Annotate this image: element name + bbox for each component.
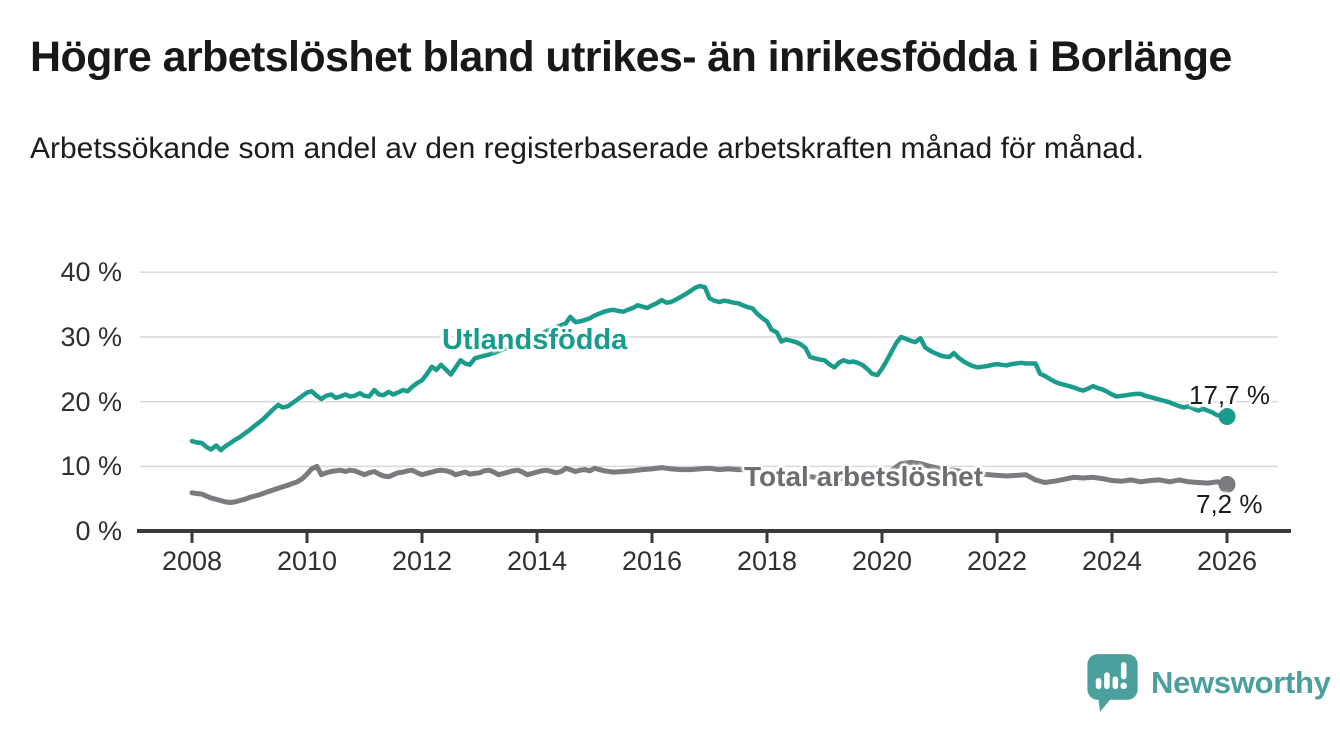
x-axis-label: 2014 bbox=[506, 546, 568, 576]
x-axis-label: 2010 bbox=[276, 546, 338, 576]
x-axis-label: 2018 bbox=[736, 546, 798, 576]
page-subtitle: Arbetssökande som andel av den registerb… bbox=[30, 132, 1144, 165]
end-value-utlandsfodda: 17,7 % bbox=[1189, 380, 1270, 410]
series-lines bbox=[189, 283, 1236, 505]
x-axis-label: 2026 bbox=[1196, 546, 1258, 576]
x-axis bbox=[137, 529, 1291, 543]
y-axis-label: 20 % bbox=[60, 386, 122, 417]
page-title: Högre arbetslöshet bland utrikes- än inr… bbox=[30, 33, 1232, 81]
series-line-total bbox=[189, 459, 1230, 505]
x-axis-label: 2022 bbox=[966, 546, 1028, 576]
newsworthy-logo-icon bbox=[1087, 654, 1138, 712]
y-axis-label: 40 % bbox=[60, 257, 122, 288]
y-axis-label: 10 % bbox=[60, 451, 122, 482]
x-axis-label: 2020 bbox=[851, 546, 913, 576]
x-axis-label: 2024 bbox=[1081, 546, 1143, 576]
brand-name: Newsworthy bbox=[1151, 665, 1331, 700]
series-label-utlandsfodda: Utlandsfödda bbox=[442, 324, 628, 356]
series-end-dot-utlandsfodda bbox=[1218, 408, 1236, 425]
x-axis-label: 2012 bbox=[391, 546, 453, 576]
series-end-dot-total bbox=[1218, 475, 1236, 493]
series-label-total-arbetsloshet: Total arbetslöshet bbox=[744, 461, 984, 492]
end-value-total-arbetsloshet: 7,2 % bbox=[1196, 489, 1263, 519]
x-axis-label: 2016 bbox=[621, 546, 683, 576]
y-axis-label: 0 % bbox=[75, 516, 122, 546]
gridlines bbox=[140, 271, 1278, 468]
x-axis-label: 2008 bbox=[161, 546, 223, 576]
newsworthy-brand: Newsworthy bbox=[1086, 652, 1331, 714]
series-line-utlandsfodda bbox=[189, 283, 1230, 453]
y-axis-label: 30 % bbox=[60, 321, 122, 352]
